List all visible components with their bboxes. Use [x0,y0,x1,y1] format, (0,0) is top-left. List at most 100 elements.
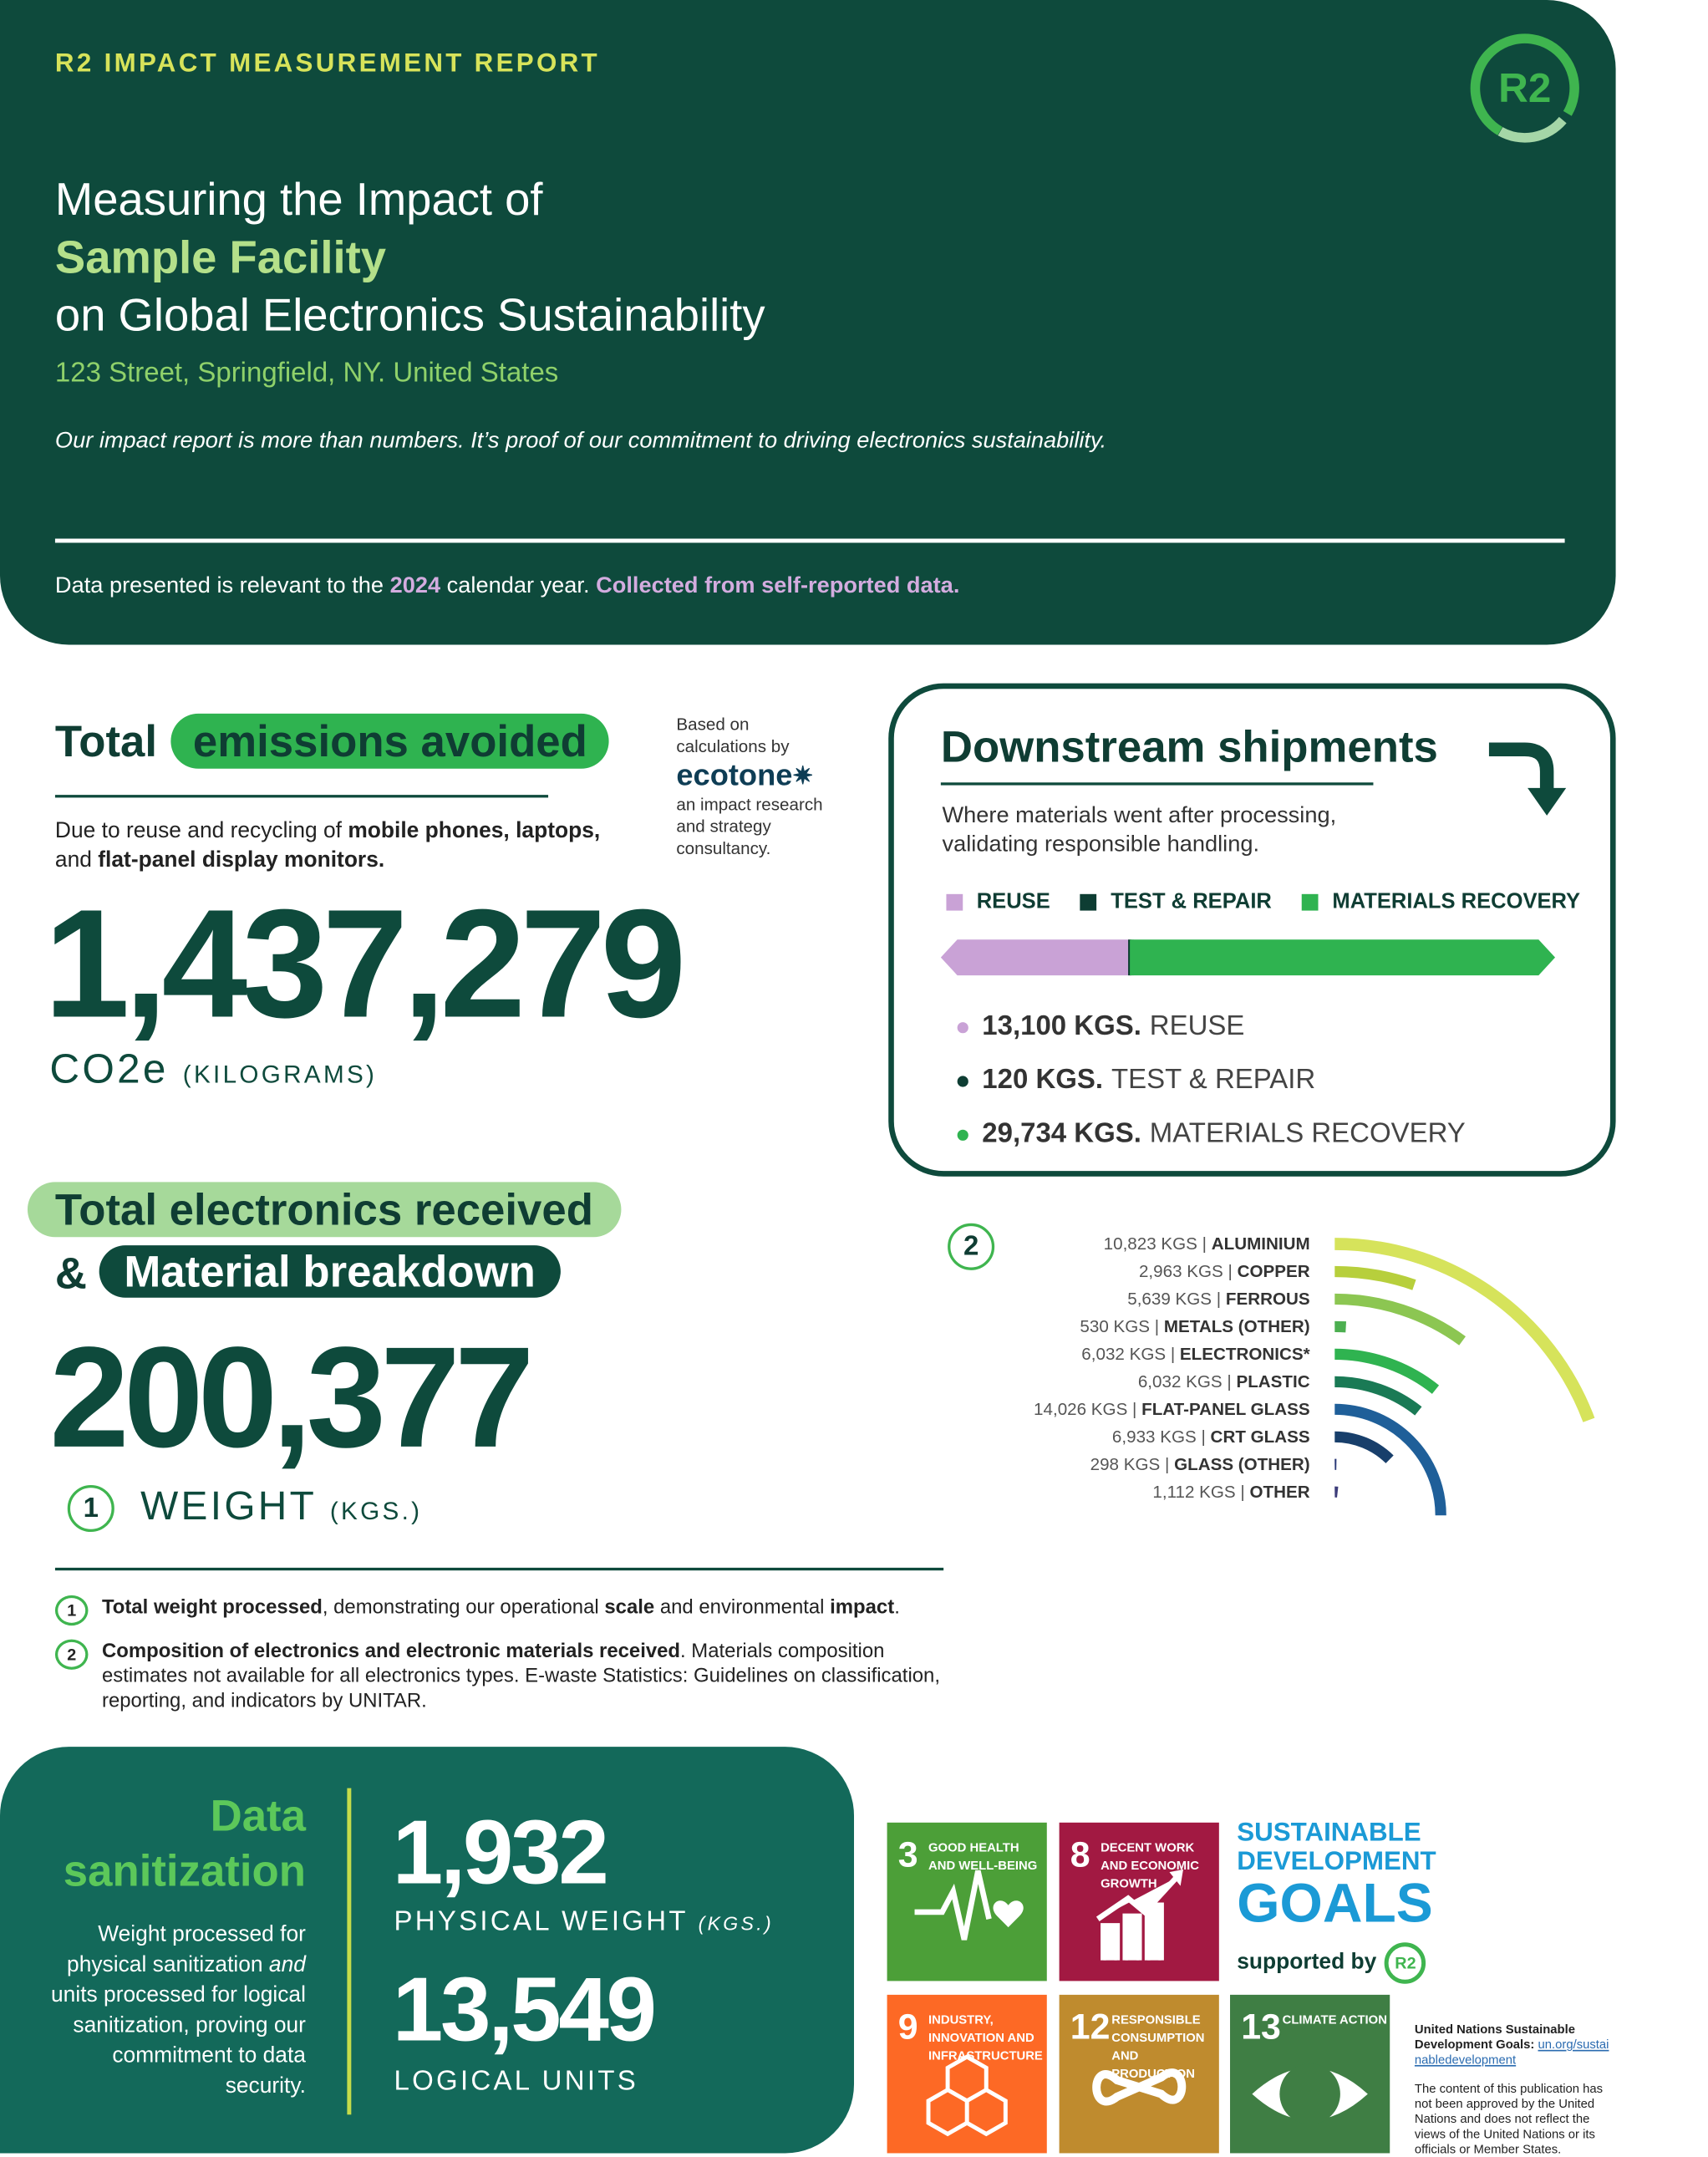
report-header: R2 IMPACT MEASUREMENT REPORT R2 Measurin… [0,0,1616,644]
sdg-title: Responsible consumption and production [1111,2012,1219,2083]
material-value: 6,032 KGS [1138,1372,1223,1391]
sdg-number: 8 [1070,1834,1090,1876]
sdg-number: 9 [898,2006,918,2048]
sdg-logo-line: DEVELOPMENT [1237,1848,1436,1877]
bar-segment-reuse [941,939,1134,975]
report-kicker: R2 IMPACT MEASUREMENT REPORT [55,49,600,79]
r2-small-logo: R2 [1385,1942,1426,1983]
material-breakdown-title: Material breakdown [99,1245,561,1298]
material-value: 530 KGS [1080,1317,1150,1336]
downstream-shipments-card: Downstream shipments Where materials wen… [888,684,1615,1177]
shipment-value: 120 KGS. [982,1065,1103,1096]
title-line: sanitization [64,1844,306,1899]
sanitization-description: Weight processed for physical sanitizati… [30,1920,306,2103]
footnote-marker: 2 [55,1640,89,1670]
label-unit: (KGS.) [699,1912,774,1934]
desc-italic: and [269,1953,306,1976]
label-text: PHYSICAL WEIGHT [394,1906,688,1936]
unit-text: CO2e [49,1047,168,1092]
material-value: 14,026 KGS [1034,1400,1127,1419]
brand-text: ecotone [676,758,792,792]
material-arc-crt-glass [1334,1437,1390,1459]
note-text: Data presented is relevant to the [55,573,390,598]
divider [55,795,548,797]
bullet-dot [958,1021,968,1032]
legend-swatch [946,894,963,911]
fn-bold: Total weight processed [102,1596,323,1618]
note-year: 2024 [390,573,441,598]
footnote-2: 2 Composition of electronics and electron… [55,1640,950,1714]
sdg-number: 12 [1070,2006,1111,2048]
title-line: on Global Electronics Sustainability [55,287,765,344]
sdg-tile-9: 9Industry, innovation and infrastructure [887,1995,1047,2154]
desc-text: Due to reuse and recycling of [55,820,348,843]
bullet-dot [958,1129,968,1140]
title-pill: emissions avoided [171,714,610,769]
legend-item: TEST & REPAIR [1080,890,1272,915]
physical-weight-label: PHYSICAL WEIGHT (KGS.) [394,1906,773,1938]
divider [55,539,1565,543]
legend-label: REUSE [977,890,1050,915]
material-value: 10,823 KGS [1104,1234,1197,1254]
title-text: Total [55,715,157,766]
divider [55,1568,943,1570]
shipment-value: 29,734 KGS. [982,1119,1141,1151]
sdg-tile-12: 12Responsible consumption and production [1060,1995,1219,2154]
shipment-item: 29,734 KGS. MATERIALS RECOVERY [958,1107,1466,1161]
fn-text: and environmental [654,1596,830,1618]
marker-2: 2 [948,1223,994,1270]
received-value: 200,377 [49,1322,529,1473]
arrow-down-right-icon [1483,735,1574,827]
footnote-text: Composition of electronics and electroni… [102,1640,950,1714]
sdg-title: Decent work and economic growth [1101,1839,1213,1893]
spark-icon: ✷ [792,762,813,790]
material-arc-ferrous [1334,1299,1462,1340]
sdg-title: Climate action [1283,2012,1390,2029]
sdg-number: 3 [898,1834,918,1876]
logical-units-label: LOGICAL UNITS [394,2067,638,2098]
desc-bold: laptops, [516,820,600,843]
sdg-tile-3: 3 Good health and well-being [887,1823,1047,1981]
material-value: 6,933 KGS [1112,1427,1197,1447]
sdg-logo-goals: GOALS [1237,1876,1436,1931]
logical-units-value: 13,549 [393,1956,654,2061]
desc-bold: flat-panel display monitors. [98,848,384,872]
sdg-logo: SUSTAINABLE DEVELOPMENT GOALS [1237,1819,1436,1931]
footnote-text: Total weight processed, demonstrating ou… [102,1595,900,1625]
downstream-subtitle: Where materials went after processing, v… [943,801,1411,859]
material-value: 2,963 KGS [1139,1262,1223,1281]
shipment-label: TEST & REPAIR [1111,1065,1315,1096]
downstream-bar [941,937,1561,978]
material-value: 5,639 KGS [1127,1290,1212,1309]
fn-text: , demonstrating our operational [323,1596,605,1618]
tagline: Our impact report is more than numbers. … [55,429,1106,455]
marker-1: 1 [68,1485,114,1532]
material-arc-copper [1334,1271,1414,1285]
fn-bold: Composition of electronics and electroni… [102,1641,680,1662]
facility-address: 123 Street, Springfield, NY. United Stat… [55,359,558,390]
unit-text: WEIGHT [140,1485,316,1529]
supported-text: supported by [1237,1951,1376,1976]
sdg-title: Good health and well-being [928,1839,1041,1875]
legend-label: MATERIALS RECOVERY [1332,890,1580,915]
title-line: Measuring the Impact of [55,170,765,228]
shipment-value: 13,100 KGS. [982,1011,1141,1043]
downstream-title: Downstream shipments [941,722,1438,773]
un-disclaimer: The content of this publication has not … [1415,2082,1614,2157]
ampersand: & [55,1245,87,1300]
legend-item: REUSE [946,890,1050,915]
fn-bold: impact [830,1596,894,1618]
note-text: calendar year. [440,573,596,598]
unit-sub: (KILOGRAMS) [183,1061,377,1088]
bullet-dot [958,1076,968,1086]
credit-text: an impact research and strategy consulta… [676,793,848,859]
shipment-label: MATERIALS RECOVERY [1150,1119,1466,1151]
sdg-logo-line: SUSTAINABLE [1237,1819,1436,1848]
material-arc-flat-panel-glass [1334,1409,1441,1515]
divider [347,1788,351,2115]
legend-swatch [1080,894,1097,911]
emissions-title: Total emissions avoided [55,714,609,769]
